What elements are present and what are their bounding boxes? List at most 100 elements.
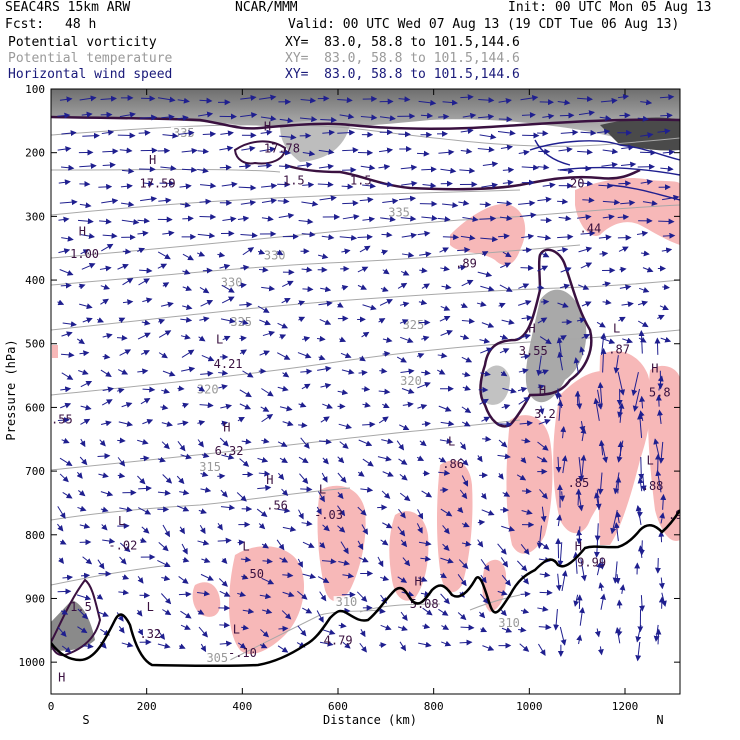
wind-vector (596, 561, 603, 576)
wind-vector (259, 319, 271, 326)
extremum-label: .85 (568, 476, 590, 490)
wind-vector (580, 129, 597, 136)
wind-vector (482, 436, 492, 443)
wind-vector (518, 626, 527, 633)
wind-vector (99, 218, 112, 225)
wind-vector (419, 440, 427, 447)
wind-vector (276, 539, 285, 551)
wind-vector (282, 420, 294, 427)
y-tick-label: 1000 (19, 656, 46, 669)
wind-vector (501, 627, 513, 633)
wind-vector (555, 573, 562, 592)
wind-vector (59, 96, 73, 103)
wind-vector (221, 284, 235, 293)
wind-vector (279, 149, 292, 156)
wind-vector (177, 97, 190, 104)
wind-vector (614, 574, 621, 585)
wind-vector (537, 605, 549, 612)
wind-vector (116, 612, 124, 622)
wind-vector (462, 216, 479, 223)
wind-vector (382, 350, 391, 357)
wind-vector (382, 402, 390, 409)
wind-vector (601, 161, 618, 168)
wind-vector (637, 115, 649, 122)
wind-vector (560, 267, 572, 273)
wind-vector (118, 420, 134, 427)
wind-vector (59, 473, 69, 483)
wind-vector (217, 522, 223, 531)
wind-vector (378, 608, 386, 614)
wind-vector (462, 385, 471, 391)
theta-label-bg (386, 206, 413, 220)
wind-vector (121, 402, 133, 408)
wind-vector (397, 526, 406, 537)
extremum-label: L (613, 321, 620, 335)
wind-vector (635, 641, 642, 662)
wind-vector (557, 351, 564, 371)
wind-vector (282, 572, 294, 579)
wind-vector (102, 162, 116, 169)
wind-vector (158, 197, 172, 204)
theta-label: 320 (400, 374, 422, 388)
wind-vector (242, 608, 255, 615)
wind-vector (80, 233, 95, 239)
wind-vector (362, 182, 376, 189)
extremum-label: .88 (642, 479, 664, 493)
wind-vector (460, 234, 476, 241)
wind-vector (197, 419, 206, 426)
wind-vector (121, 201, 135, 208)
extremum-label: L (147, 600, 154, 614)
wind-vector (57, 506, 66, 519)
wind-vector (501, 525, 516, 532)
wind-vector (322, 129, 335, 136)
wind-vector (662, 284, 670, 291)
wind-vector (462, 112, 477, 119)
wind-vector (61, 437, 70, 444)
x-tick-label: 600 (328, 700, 348, 713)
wind-vector (318, 253, 329, 260)
wind-vector (218, 578, 228, 587)
wind-vector (422, 182, 437, 189)
wind-vector (262, 330, 276, 337)
wind-vector (142, 297, 153, 304)
wind-vector (638, 330, 645, 354)
wind-vector (298, 422, 308, 429)
wind-vector (60, 282, 72, 289)
wind-vector (181, 366, 196, 373)
wind-vector (360, 164, 376, 171)
wind-vector (240, 264, 250, 271)
wind-vector (602, 299, 612, 306)
wind-vector (320, 416, 330, 423)
wind-vector (361, 524, 368, 535)
wind-vector (657, 128, 671, 135)
wind-vector (220, 489, 228, 498)
wind-vector (220, 403, 233, 410)
wind-vector (101, 524, 108, 531)
wind-vector (615, 627, 621, 644)
wind-vector (561, 570, 568, 592)
wind-vector (138, 129, 151, 136)
wind-vector (199, 524, 206, 535)
field-theta-xy: XY= 83.0, 58.8 to 101.5,144.6 (285, 51, 520, 66)
wind-vector (538, 643, 546, 656)
wind-vector (540, 506, 547, 523)
wind-vector (340, 541, 349, 555)
wind-vector (477, 519, 486, 526)
wind-vector (199, 97, 213, 104)
wind-vector (632, 388, 641, 412)
wind-vector (662, 149, 675, 156)
wind-vector (597, 646, 604, 656)
wind-vector (537, 164, 550, 171)
wind-vector (638, 287, 650, 293)
wind-vector (137, 217, 151, 224)
wind-vector (102, 148, 119, 155)
wind-vector (557, 99, 571, 106)
wind-vector (301, 520, 313, 527)
wind-vector (401, 180, 418, 187)
wind-vector (559, 626, 567, 646)
wind-vector (342, 147, 359, 154)
wind-vector (117, 132, 136, 139)
wind-vector (261, 198, 278, 204)
extremum-label: H (539, 384, 546, 398)
wind-vector (439, 315, 451, 322)
